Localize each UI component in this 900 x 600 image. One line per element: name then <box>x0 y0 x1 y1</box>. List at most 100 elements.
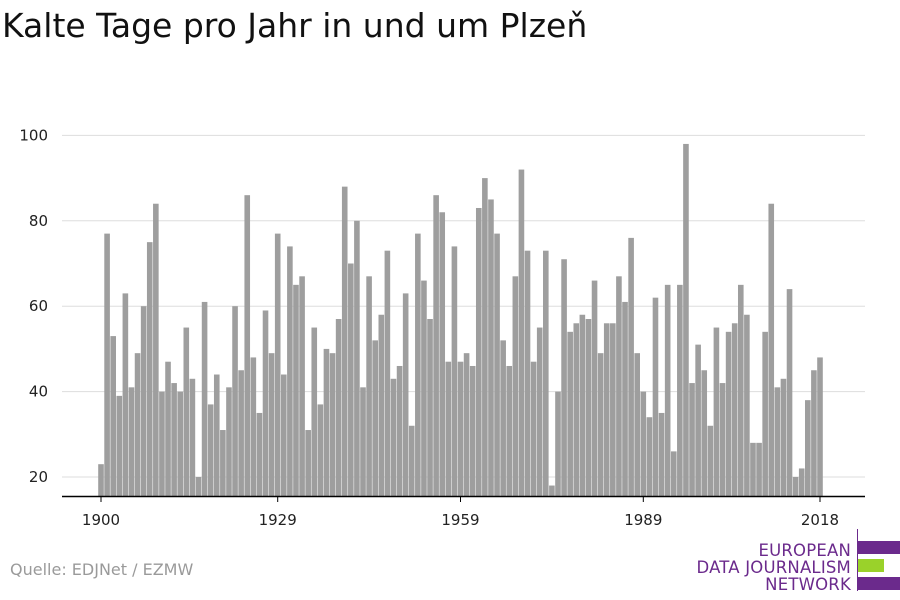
bar-1966 <box>500 340 506 496</box>
bar-1987 <box>628 237 634 496</box>
logo-separator <box>857 529 858 591</box>
bar-1931 <box>287 246 293 496</box>
bar-1971 <box>530 361 537 496</box>
bar-1964 <box>488 199 494 496</box>
bar-1990 <box>646 417 653 496</box>
bar-2006 <box>744 314 750 496</box>
bar-2002 <box>719 383 726 496</box>
bar-2001 <box>713 327 720 496</box>
logo-line-2: DATA JOURNALISM <box>696 558 851 577</box>
bar-1907 <box>140 306 147 496</box>
logo-bar-purple-top <box>858 541 900 554</box>
bar-1979 <box>579 314 586 496</box>
bar-1962 <box>475 207 482 497</box>
bar-1955 <box>433 195 439 496</box>
bar-2009 <box>762 331 768 496</box>
logo-bar-green <box>858 559 900 572</box>
bar-1980 <box>585 319 592 496</box>
bar-1942 <box>354 220 360 497</box>
bar-1988 <box>634 353 640 496</box>
bar-1967 <box>506 365 513 496</box>
bar-2016 <box>805 400 811 496</box>
bar-1961 <box>469 365 476 496</box>
bar-1994 <box>670 451 677 496</box>
bar-1950 <box>402 293 409 496</box>
bar-1995 <box>677 284 683 496</box>
bar-1923 <box>238 370 244 496</box>
bar-1953 <box>421 280 427 496</box>
bar-1996 <box>683 143 689 496</box>
bar-1900 <box>98 464 104 496</box>
bar-1991 <box>652 297 659 496</box>
bar-1935 <box>311 327 318 496</box>
edjnet-logo: EUROPEAN DATA JOURNALISM NETWORK <box>600 529 900 594</box>
bar-1963 <box>482 178 488 496</box>
bar-1906 <box>134 353 141 496</box>
bar-1938 <box>329 353 336 496</box>
bar-1902 <box>110 336 116 496</box>
bar-1920 <box>220 430 226 496</box>
bar-1956 <box>439 212 446 496</box>
bar-1926 <box>256 412 263 496</box>
logo-bar-purple-bottom <box>858 577 900 590</box>
bar-1909 <box>153 203 159 496</box>
bar-1903 <box>116 395 123 496</box>
y-tick-label: 60 <box>29 297 48 315</box>
x-axis-ticks: 1900 1929 1959 1989 2018 <box>82 496 839 529</box>
bar-1928 <box>268 353 275 496</box>
bar-1981 <box>591 280 598 496</box>
bar-2005 <box>737 284 744 496</box>
bar-1912 <box>171 383 177 496</box>
logo-line-3: NETWORK <box>765 575 851 594</box>
bar-1965 <box>494 233 500 497</box>
bar-1939 <box>335 319 342 496</box>
bar-1993 <box>664 284 671 496</box>
bar-2003 <box>725 331 732 496</box>
bar-1911 <box>165 361 171 496</box>
bar-1918 <box>207 404 214 496</box>
bar-1982 <box>597 353 604 496</box>
bar-1972 <box>536 327 543 496</box>
logo-line-1: EUROPEAN <box>758 541 851 560</box>
bar-1974 <box>549 485 555 496</box>
bar-2012 <box>780 378 787 496</box>
bar-series <box>98 143 823 497</box>
bar-1986 <box>622 301 628 496</box>
bar-1948 <box>390 378 397 496</box>
bar-1998 <box>695 344 701 496</box>
bar-1933 <box>299 276 305 496</box>
y-tick-label: 80 <box>29 212 48 230</box>
bar-1914 <box>183 327 190 496</box>
bar-1940 <box>341 186 348 496</box>
bar-1921 <box>226 387 232 496</box>
bar-2017 <box>811 370 817 496</box>
bar-1919 <box>213 374 220 496</box>
bar-1924 <box>244 195 251 496</box>
bar-1905 <box>128 387 135 496</box>
y-axis-ticks: 20 40 60 80 100 <box>19 126 48 486</box>
bar-1915 <box>189 378 196 496</box>
bar-1922 <box>232 306 238 496</box>
bar-1978 <box>573 323 580 496</box>
bar-1901 <box>104 233 110 497</box>
x-tick-label: 1929 <box>259 511 297 529</box>
bar-1960 <box>463 353 470 496</box>
bar-1952 <box>415 233 421 497</box>
bar-1937 <box>323 348 330 496</box>
bar-2000 <box>707 425 714 496</box>
bar-1917 <box>201 301 208 496</box>
bar-1916 <box>195 477 202 496</box>
bar-1930 <box>281 374 287 496</box>
bar-1989 <box>640 391 647 496</box>
bar-2014 <box>792 477 799 496</box>
bar-1976 <box>561 259 567 496</box>
bar-1932 <box>293 284 299 496</box>
bar-1944 <box>366 276 372 496</box>
bar-1941 <box>348 263 354 496</box>
bar-1908 <box>146 242 153 496</box>
bar-1929 <box>274 233 281 497</box>
bar-1968 <box>512 276 519 496</box>
bar-2013 <box>786 289 793 496</box>
bar-1946 <box>378 314 385 496</box>
bar-1954 <box>427 319 433 496</box>
